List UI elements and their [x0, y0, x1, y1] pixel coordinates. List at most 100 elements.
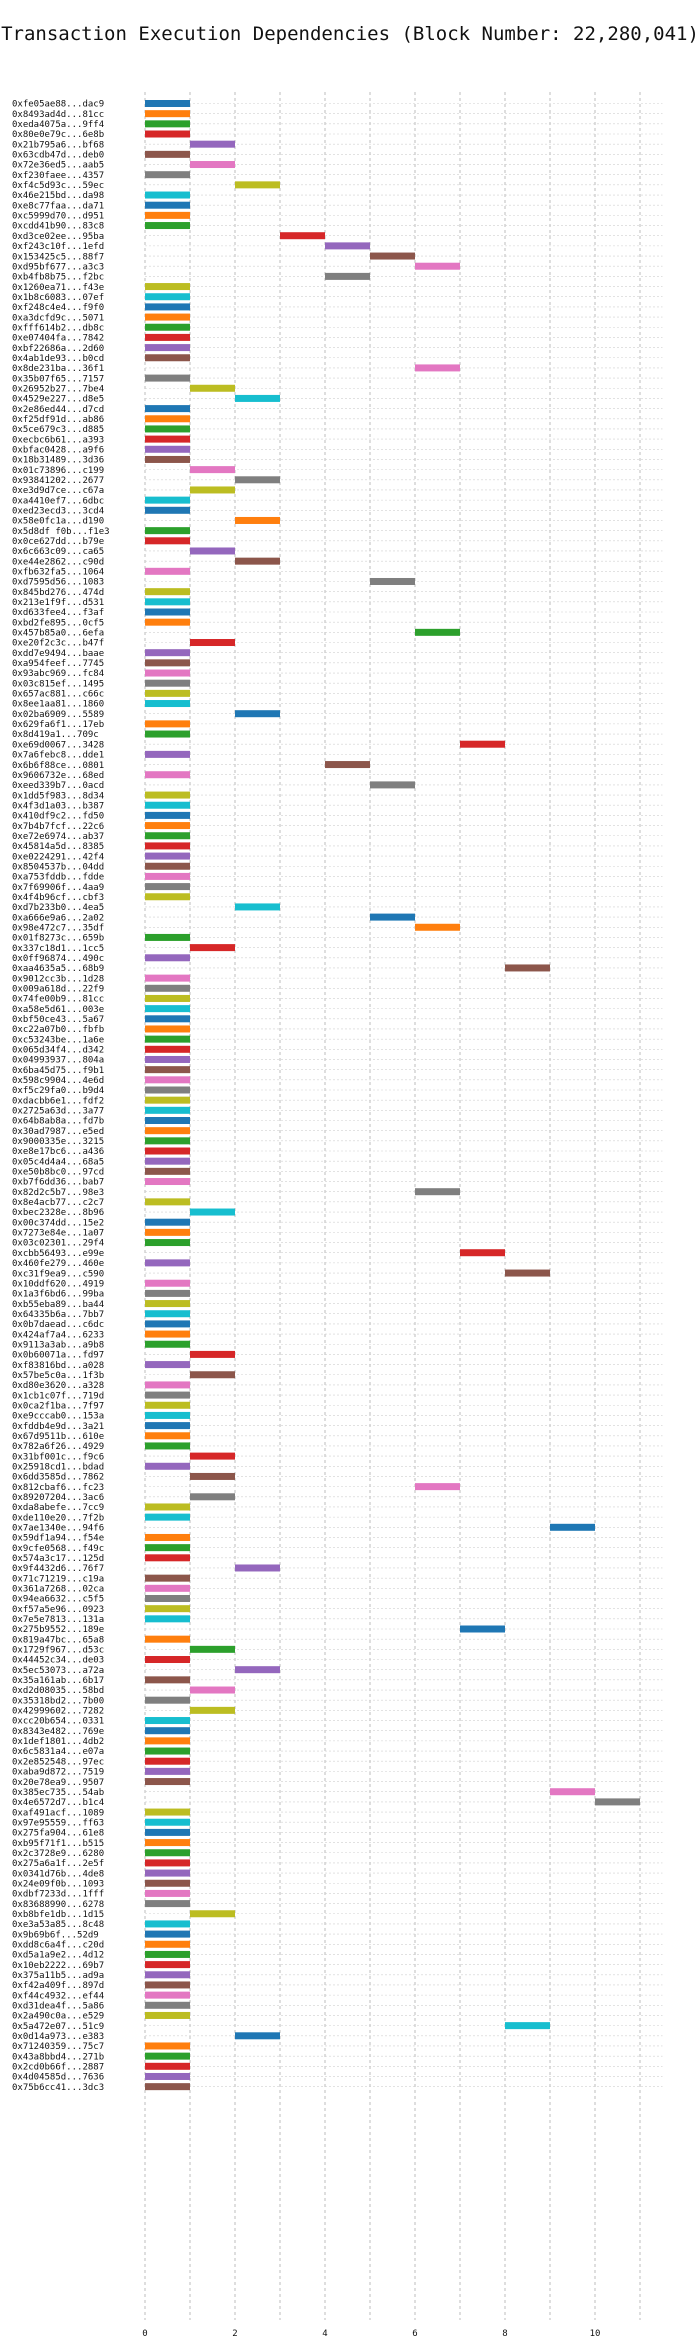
tx-label: 0x45814a5d...8385	[12, 842, 104, 852]
task-bar	[460, 1625, 505, 1633]
tx-label: 0x9f4432d6...76f7	[12, 1564, 104, 1574]
tx-label: 0x9113a3ab...a9b8	[12, 1340, 104, 1350]
task-bar	[145, 649, 190, 657]
task-bar	[145, 496, 190, 504]
tx-label: 0xed23ecd3...3cd4	[12, 507, 104, 517]
tx-label: 0xdbf7233d...1fff	[12, 1890, 104, 1900]
task-bar	[145, 771, 190, 779]
tx-label: 0xb8bfe1db...1d15	[12, 1910, 104, 1920]
task-bar	[145, 1991, 190, 1999]
task-bar	[415, 364, 460, 372]
task-bar	[190, 1493, 235, 1501]
tx-label: 0x6b6f88ce...0801	[12, 761, 104, 771]
tx-label: 0xa3dcfd9c...5071	[12, 313, 104, 323]
task-bar	[145, 1310, 190, 1318]
tx-label: 0x845bd276...474d	[12, 588, 104, 598]
tx-label: 0x361a7268...02ca	[12, 1585, 104, 1595]
tx-label: 0xe9cccab0...153a	[12, 1412, 104, 1422]
tx-label: 0xe69d0067...3428	[12, 740, 104, 750]
task-bar	[145, 1117, 190, 1124]
task-bar	[145, 1127, 190, 1135]
task-bar	[145, 110, 190, 118]
tx-label: 0xe50b8bc0...97cd	[12, 1168, 104, 1178]
task-bar	[145, 1961, 190, 1969]
tx-label: 0xdd8c6a4f...c20d	[12, 1940, 104, 1950]
task-bar	[145, 1035, 190, 1043]
grid	[144, 92, 663, 2320]
tx-label: 0xfddb4e9d...3a21	[12, 1422, 104, 1432]
tx-label: 0xc31f9ea9...c590	[12, 1269, 104, 1279]
tx-label: 0x10eb2222...69b7	[12, 1961, 104, 1971]
x-tick-label: 8	[502, 2329, 507, 2339]
task-bar	[235, 1564, 280, 1572]
task-bar	[550, 1788, 595, 1796]
task-bar	[145, 852, 190, 860]
tx-label: 0xe8e17bc6...a436	[12, 1147, 104, 1157]
tx-label: 0x9012cc3b...1d28	[12, 974, 104, 984]
x-axis-ticks: 0 2 4 6 8 10	[142, 2329, 600, 2339]
task-bar	[145, 130, 190, 138]
tx-label: 0x8ee1aa81...1860	[12, 700, 104, 710]
task-bar	[145, 1981, 190, 1989]
task-bar	[145, 415, 190, 423]
task-bar	[190, 384, 235, 392]
task-bar	[235, 903, 280, 911]
tx-label: 0x424af7a4...6233	[12, 1330, 104, 1340]
tx-label: 0xe20f2c3c...b47f	[12, 639, 104, 649]
task-bar	[460, 740, 505, 748]
tx-label: 0x153425c5...88f7	[12, 252, 104, 262]
tx-label: 0x67d9511b...610e	[12, 1432, 104, 1442]
tx-label: 0x03c815ef...1495	[12, 679, 104, 689]
task-bar	[370, 913, 415, 921]
task-bar	[415, 628, 460, 636]
task-bar	[145, 700, 190, 708]
tx-label: 0xbd2fe895...0cf5	[12, 618, 104, 628]
tx-label: 0xf230faee...4357	[12, 171, 104, 181]
tx-label: 0x782a6f26...4929	[12, 1442, 104, 1452]
tx-label: 0x5a472e07...51c9	[12, 2022, 104, 2032]
task-bar	[145, 150, 190, 158]
task-bar	[145, 1411, 190, 1419]
task-bar	[190, 140, 235, 148]
task-bar	[370, 781, 415, 789]
task-bar	[235, 557, 280, 565]
tx-label: 0xa954feef...7745	[12, 659, 104, 669]
tx-label: 0xe0224291...42f4	[12, 852, 104, 862]
task-bar	[145, 1737, 190, 1745]
task-bar	[145, 1584, 190, 1592]
task-bar	[145, 1940, 190, 1948]
task-bar	[145, 1717, 190, 1725]
task-bar	[145, 1198, 190, 1206]
tx-label: 0x5ec53073...a72a	[12, 1666, 104, 1676]
tx-label: 0xeed339b7...0acd	[12, 781, 104, 791]
task-bar	[145, 974, 190, 982]
x-tick-label: 6	[412, 2329, 417, 2339]
tx-label: 0x01c73896...c199	[12, 466, 104, 476]
task-bar	[235, 181, 280, 189]
tx-label: 0xbf50ce43...5a67	[12, 1015, 104, 1025]
task-bar	[235, 394, 280, 402]
task-bar	[145, 1045, 190, 1053]
tx-label: 0x2c3728e9...6280	[12, 1849, 104, 1859]
task-bar	[145, 1533, 190, 1541]
task-bar	[145, 1513, 190, 1521]
tx-label: 0x31bf001c...f9c6	[12, 1452, 104, 1462]
tx-label: 0x1dd5f983...8d34	[12, 791, 104, 801]
tx-label: 0x93841202...2677	[12, 476, 104, 486]
task-bar	[145, 1442, 190, 1450]
tx-label: 0x0ce627dd...b79e	[12, 537, 104, 547]
tx-label: 0x57be5c0a...1f3b	[12, 1371, 104, 1381]
tx-label: 0xaf491acf...1089	[12, 1808, 104, 1818]
tx-label: 0x24e09f0b...1093	[12, 1879, 104, 1889]
tx-label: 0xf44c4932...ef44	[12, 1991, 104, 2001]
task-bar	[190, 1371, 235, 1379]
task-bar	[145, 893, 190, 901]
tx-label: 0xeda4075a...9ff4	[12, 120, 104, 130]
task-bar	[145, 1696, 190, 1704]
tx-label: 0xde110e20...7f2b	[12, 1513, 104, 1523]
task-bar	[145, 1605, 190, 1613]
tx-label: 0x574a3c17...125d	[12, 1554, 104, 1564]
tx-label: 0x7f69906f...4aa9	[12, 883, 104, 893]
task-bar	[145, 1757, 190, 1765]
task-bar	[145, 1076, 190, 1084]
